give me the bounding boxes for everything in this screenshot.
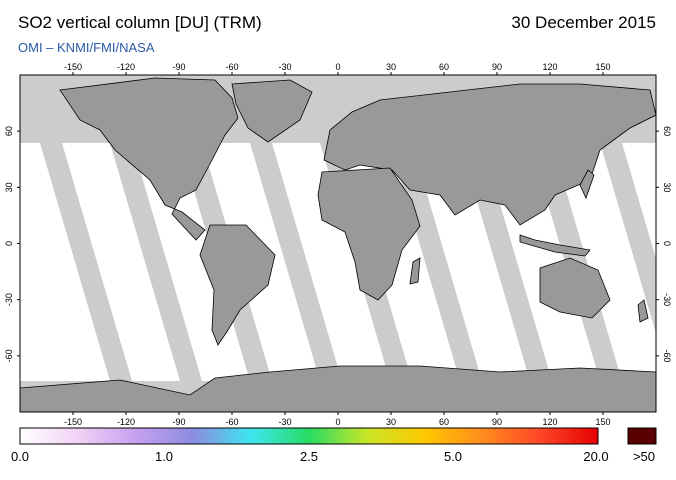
landmass-indonesia [519, 234, 591, 257]
longitude-tick-label: -60 [225, 417, 238, 427]
latitude-tick-label: 0 [4, 241, 14, 246]
longitude-tick-label: 90 [492, 62, 502, 72]
orbit-gap-stripe [460, 143, 552, 381]
orbit-gap-stripe [600, 143, 656, 334]
landmass-australia [539, 257, 611, 319]
colorbar-label-2: 2.5 [299, 449, 319, 464]
colorbar-label-0: 0.0 [10, 449, 30, 464]
latitude-tick-label: 30 [662, 182, 672, 192]
longitude-tick-label: -30 [278, 417, 291, 427]
landmass-south-america [199, 224, 276, 346]
longitude-tick-label: -90 [172, 62, 185, 72]
longitude-tick-label: 90 [492, 417, 502, 427]
colorbar-label-4: 20.0 [583, 449, 609, 464]
longitude-tick-label: -120 [117, 417, 135, 427]
longitude-tick-label: 30 [386, 417, 396, 427]
longitude-axis-top: -150 -120 -90 -60 -30 0 30 60 90 120 150 [64, 62, 611, 75]
longitude-tick-label: 0 [335, 62, 340, 72]
longitude-tick-label: -150 [64, 62, 82, 72]
longitude-tick-label: 150 [595, 417, 610, 427]
longitude-tick-label: 60 [439, 417, 449, 427]
latitude-axis-right: 60 30 0 -30 -60 [656, 126, 672, 362]
chart-date: 30 December 2015 [511, 13, 656, 32]
orbit-gap-stripe [670, 143, 676, 381]
orbit-gap-stripe [250, 143, 342, 381]
colorbar-label-1: 1.0 [154, 449, 174, 464]
longitude-tick-label: -30 [278, 62, 291, 72]
landmass-eurasia [323, 83, 656, 226]
longitude-tick-label: 120 [542, 62, 557, 72]
landmass-japan [579, 169, 595, 200]
landmass-africa [317, 167, 421, 301]
longitude-tick-label: -60 [225, 62, 238, 72]
longitude-tick-label: 120 [542, 417, 557, 427]
landmass-greenland [231, 79, 313, 143]
orbit-gap-stripe [110, 143, 202, 381]
colorbar-gradient [19, 427, 599, 445]
longitude-tick-label: 60 [439, 62, 449, 72]
latitude-tick-label: -60 [4, 349, 14, 362]
data-source: OMI – KNMI/FMI/NASA [18, 40, 155, 55]
latitude-tick-label: -30 [662, 293, 672, 306]
latitude-tick-label: 0 [662, 241, 672, 246]
latitude-tick-label: -60 [662, 349, 672, 362]
longitude-tick-label: 30 [386, 62, 396, 72]
latitude-tick-label: 30 [4, 182, 14, 192]
latitude-tick-label: -30 [4, 293, 14, 306]
landmass-antarctica [20, 365, 656, 412]
land-masses [20, 77, 656, 412]
landmass-new-zealand [637, 299, 649, 323]
longitude-tick-label: -120 [117, 62, 135, 72]
colorbar-overflow-swatch [627, 427, 657, 445]
colorbar-label-5: >50 [632, 449, 656, 464]
latitude-tick-label: 60 [4, 126, 14, 136]
colorbar-label-3: 5.0 [443, 449, 463, 464]
orbit-gap-stripe [40, 143, 132, 381]
longitude-axis-bottom: -150 -120 -90 -60 -30 0 30 60 90 120 150 [64, 412, 611, 427]
longitude-tick-label: -90 [172, 417, 185, 427]
chart-title: SO2 vertical column [DU] (TRM) [18, 13, 262, 32]
latitude-axis-left: 60 30 0 -30 -60 [4, 126, 20, 362]
longitude-tick-label: -150 [64, 417, 82, 427]
landmass-north-america [59, 77, 239, 241]
latitude-tick-label: 60 [662, 126, 672, 136]
landmass-madagascar [409, 257, 421, 285]
longitude-tick-label: 150 [595, 62, 610, 72]
longitude-tick-label: 0 [335, 417, 340, 427]
